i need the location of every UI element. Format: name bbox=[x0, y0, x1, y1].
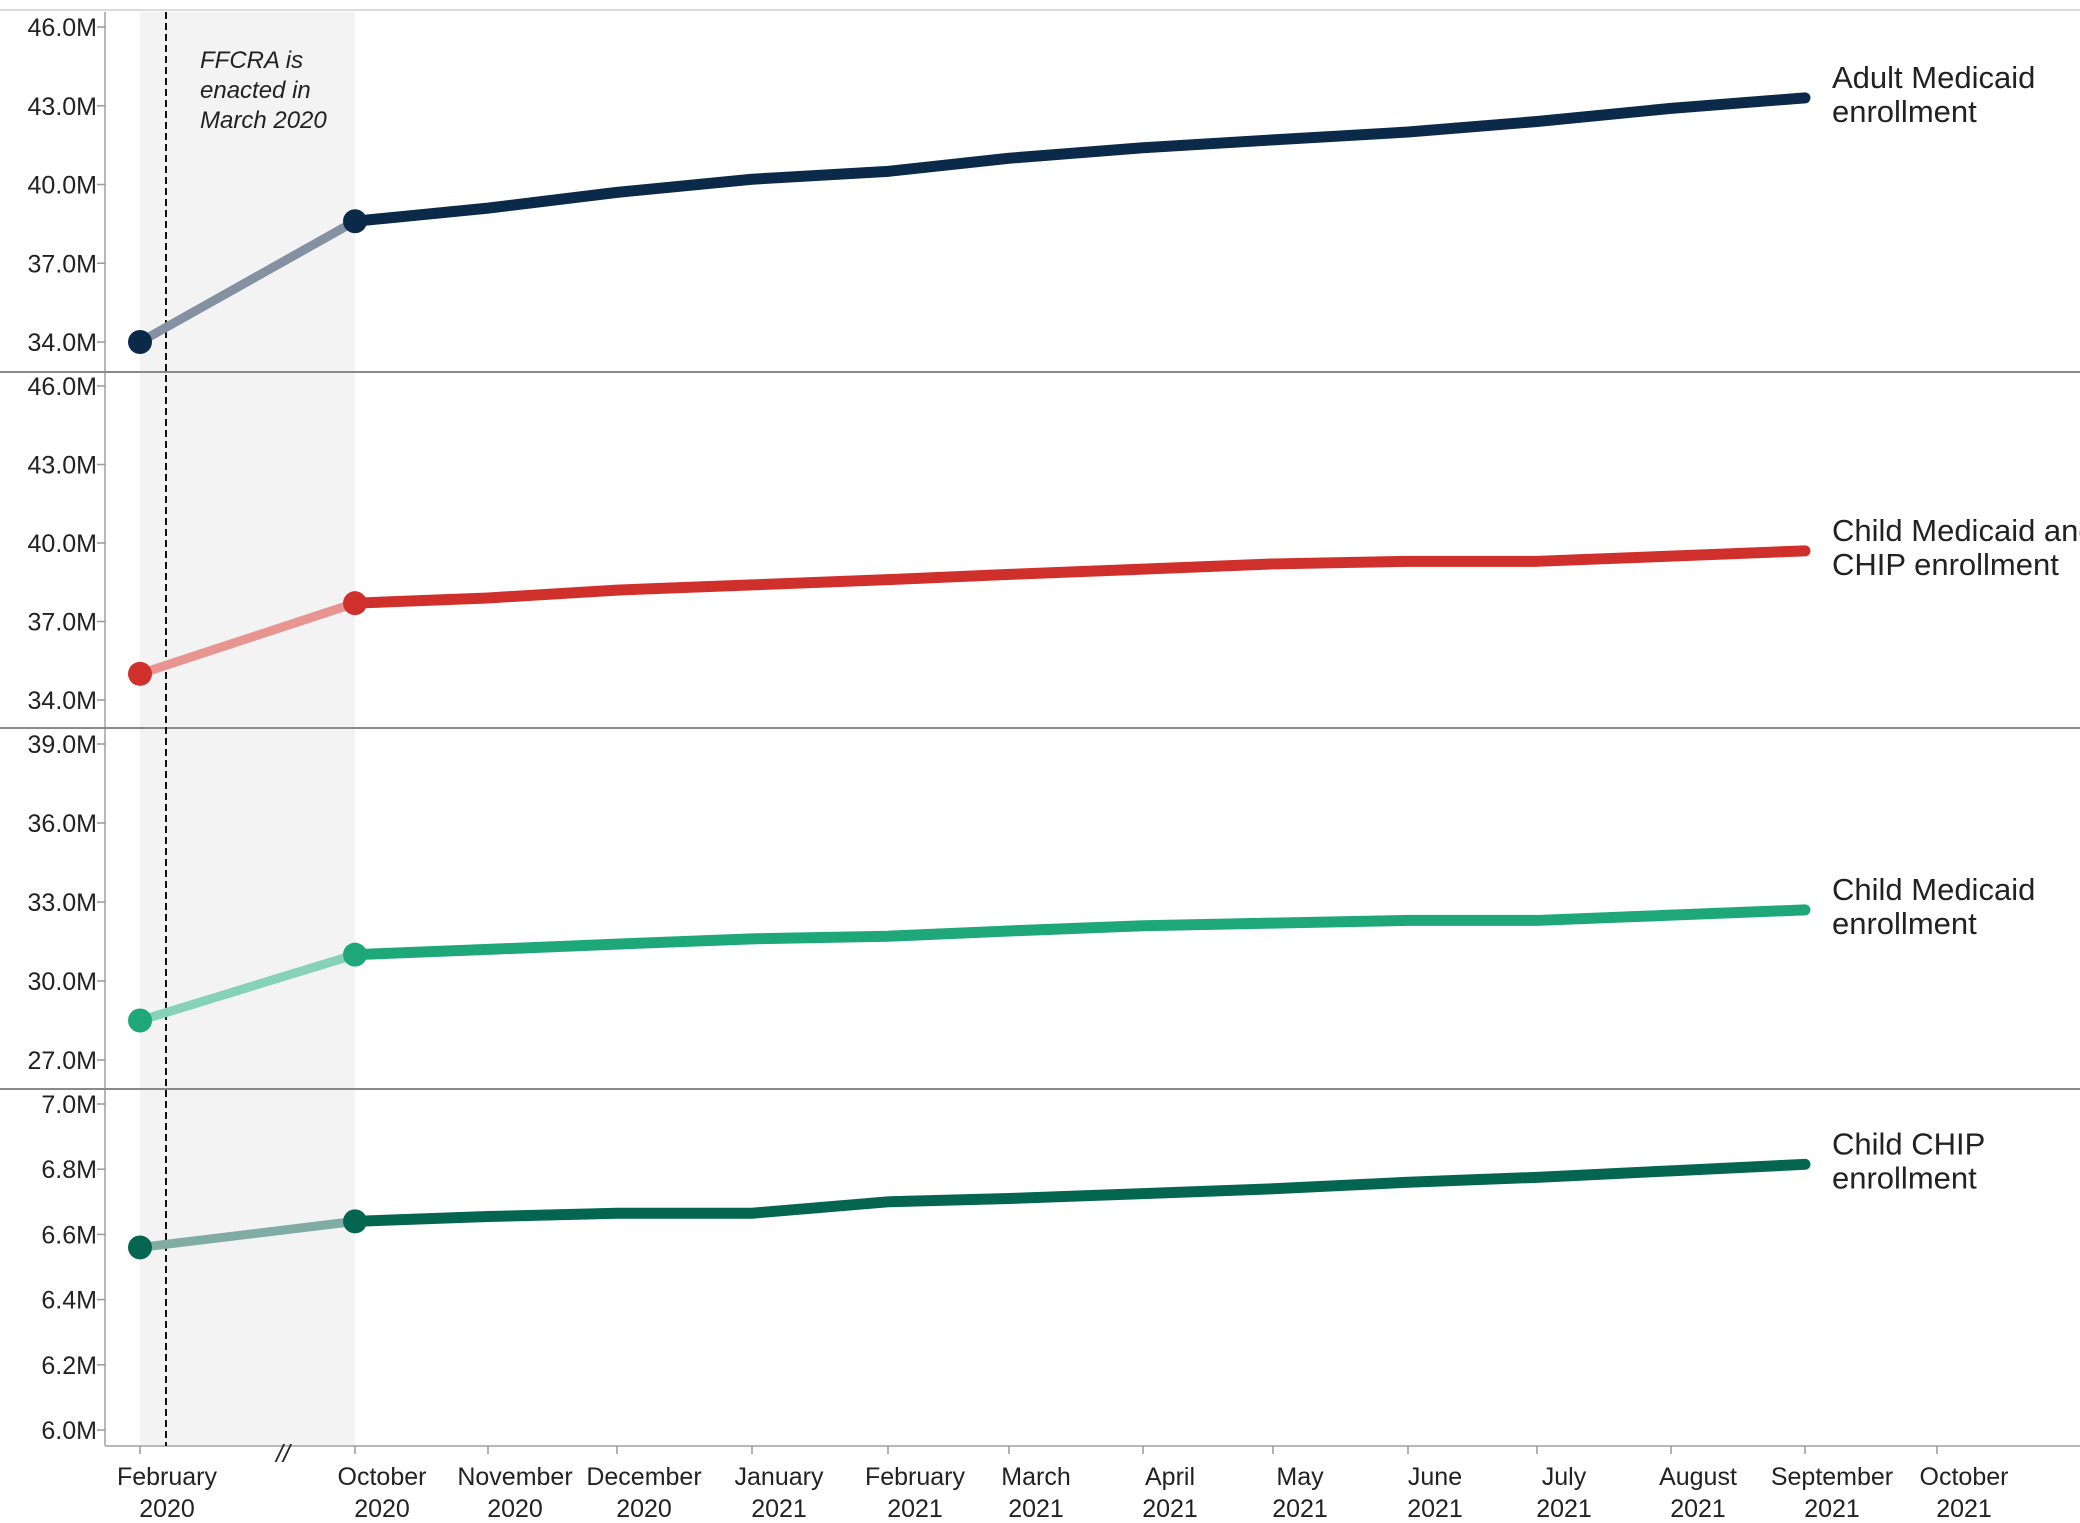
x-tick-label-year: 2020 bbox=[616, 1495, 672, 1523]
panel-3: 27.0M 30.0M 33.0M 36.0M 39.0M Child Medicaide… bbox=[28, 731, 2036, 1075]
axis-break-marker: // bbox=[274, 1440, 293, 1468]
y-tick-label: 7.0M bbox=[41, 1091, 97, 1119]
x-tick-label-month: February bbox=[865, 1463, 966, 1491]
y-tick-label: 34.0M bbox=[28, 687, 97, 715]
x-tick-label-month: August bbox=[1659, 1463, 1737, 1491]
series-line bbox=[349, 904, 1811, 961]
data-point bbox=[128, 330, 152, 354]
series-label-line: Adult Medicaid bbox=[1832, 60, 2035, 95]
x-tick-label-year: 2021 bbox=[1804, 1495, 1860, 1523]
y-tick-label: 27.0M bbox=[28, 1047, 97, 1075]
x-tick-label-year: 2021 bbox=[1536, 1495, 1592, 1523]
y-tick-label: 33.0M bbox=[28, 889, 97, 917]
series-label-line: enrollment bbox=[1832, 94, 1977, 129]
data-point bbox=[343, 591, 367, 616]
y-tick-label: 46.0M bbox=[28, 373, 97, 401]
data-point bbox=[128, 1235, 152, 1260]
ffcra-annotation-line: enacted in bbox=[200, 77, 311, 104]
x-tick-label-month: September bbox=[1771, 1463, 1893, 1491]
data-point bbox=[343, 942, 367, 967]
x-tick-label-year: 2020 bbox=[139, 1495, 195, 1523]
y-tick-label: 6.2M bbox=[41, 1352, 97, 1380]
data-point bbox=[128, 1008, 152, 1033]
data-point bbox=[343, 209, 367, 234]
x-tick-label-month: November bbox=[457, 1463, 572, 1491]
series-label-line: enrollment bbox=[1832, 1160, 1977, 1195]
frame-layer bbox=[0, 9, 2080, 1447]
x-tick-label-year: 2021 bbox=[1008, 1495, 1064, 1523]
y-tick-label: 40.0M bbox=[28, 530, 97, 558]
y-axis: 34.0M 37.0M 40.0M 43.0M 46.0M bbox=[28, 373, 105, 715]
series-label-line: Child Medicaid and bbox=[1832, 513, 2080, 548]
ffcra-annotation-line: FFCRA is bbox=[200, 47, 303, 74]
y-tick-label: 30.0M bbox=[28, 968, 97, 996]
y-axis: 34.0M 37.0M 40.0M 43.0M 46.0M bbox=[28, 14, 105, 357]
y-tick-label: 37.0M bbox=[28, 250, 97, 278]
x-tick-label-year: 2021 bbox=[1142, 1495, 1198, 1523]
ffcra-annotation-line: March 2020 bbox=[200, 107, 327, 134]
x-tick-label-year: 2021 bbox=[1936, 1495, 1992, 1523]
x-tick-label-month: June bbox=[1408, 1463, 1462, 1491]
y-tick-label: 36.0M bbox=[28, 810, 97, 838]
data-point bbox=[343, 1209, 367, 1234]
y-tick-label: 34.0M bbox=[28, 329, 97, 357]
y-tick-label: 46.0M bbox=[28, 14, 97, 42]
y-tick-label: 37.0M bbox=[28, 609, 97, 637]
y-tick-label: 6.0M bbox=[41, 1417, 97, 1445]
y-tick-label: 6.8M bbox=[41, 1156, 97, 1184]
panel-2: 34.0M 37.0M 40.0M 43.0M 46.0M Child Medicaid … bbox=[28, 373, 2080, 715]
x-tick-label-month: April bbox=[1145, 1463, 1195, 1491]
series-label-line: CHIP enrollment bbox=[1832, 547, 2059, 582]
series-connector bbox=[135, 598, 360, 679]
y-tick-label: 6.4M bbox=[41, 1287, 97, 1315]
series-line bbox=[349, 1158, 1811, 1227]
series-line bbox=[349, 92, 1811, 227]
y-tick-label: 40.0M bbox=[28, 172, 97, 200]
y-axis: 6.0M 6.2M 6.4M 6.6M 6.8M 7.0M bbox=[41, 1091, 105, 1445]
series-label-line: Child CHIP bbox=[1832, 1126, 1985, 1161]
data-point bbox=[128, 661, 152, 686]
x-tick-label-year: 2021 bbox=[1272, 1495, 1328, 1523]
panel-4: 6.0M 6.2M 6.4M 6.6M 6.8M 7.0M Child CHIPenroll… bbox=[41, 1091, 1985, 1445]
y-tick-label: 43.0M bbox=[28, 93, 97, 121]
y-tick-label: 43.0M bbox=[28, 452, 97, 480]
series-connector bbox=[135, 1216, 360, 1252]
series-line bbox=[349, 545, 1811, 609]
x-tick-label-month: October bbox=[1920, 1463, 2009, 1491]
series-connector bbox=[135, 216, 360, 347]
annotation-layer: FFCRA is enacted in March 2020 bbox=[165, 12, 327, 1446]
x-tick-label-year: 2021 bbox=[751, 1495, 807, 1523]
y-tick-label: 39.0M bbox=[28, 731, 97, 759]
series-connector bbox=[135, 950, 360, 1025]
y-axis: 27.0M 30.0M 33.0M 36.0M 39.0M bbox=[28, 731, 105, 1075]
x-tick-label-month: May bbox=[1276, 1463, 1324, 1491]
x-tick-label-month: January bbox=[735, 1463, 824, 1491]
x-tick-label-month: July bbox=[1542, 1463, 1587, 1491]
x-tick-label-year: 2021 bbox=[1407, 1495, 1463, 1523]
x-tick-label-year: 2021 bbox=[1670, 1495, 1726, 1523]
x-tick-label-year: 2020 bbox=[487, 1495, 543, 1523]
series-label-line: enrollment bbox=[1832, 906, 1977, 941]
x-tick-label-year: 2021 bbox=[887, 1495, 943, 1523]
x-tick-label-year: 2020 bbox=[354, 1495, 410, 1523]
x-axis: February 2020 October 2020 November 2020 Decem… bbox=[117, 1440, 2008, 1523]
series-label-line: Child Medicaid bbox=[1832, 872, 2035, 907]
x-tick-label-month: October bbox=[338, 1463, 427, 1491]
ffcra-annotation: FFCRA is enacted in March 2020 bbox=[200, 47, 327, 134]
x-tick-label-month: February bbox=[117, 1463, 218, 1491]
x-tick-label-month: March bbox=[1001, 1463, 1070, 1491]
x-tick-label-month: December bbox=[586, 1463, 701, 1491]
y-tick-label: 6.6M bbox=[41, 1221, 97, 1249]
